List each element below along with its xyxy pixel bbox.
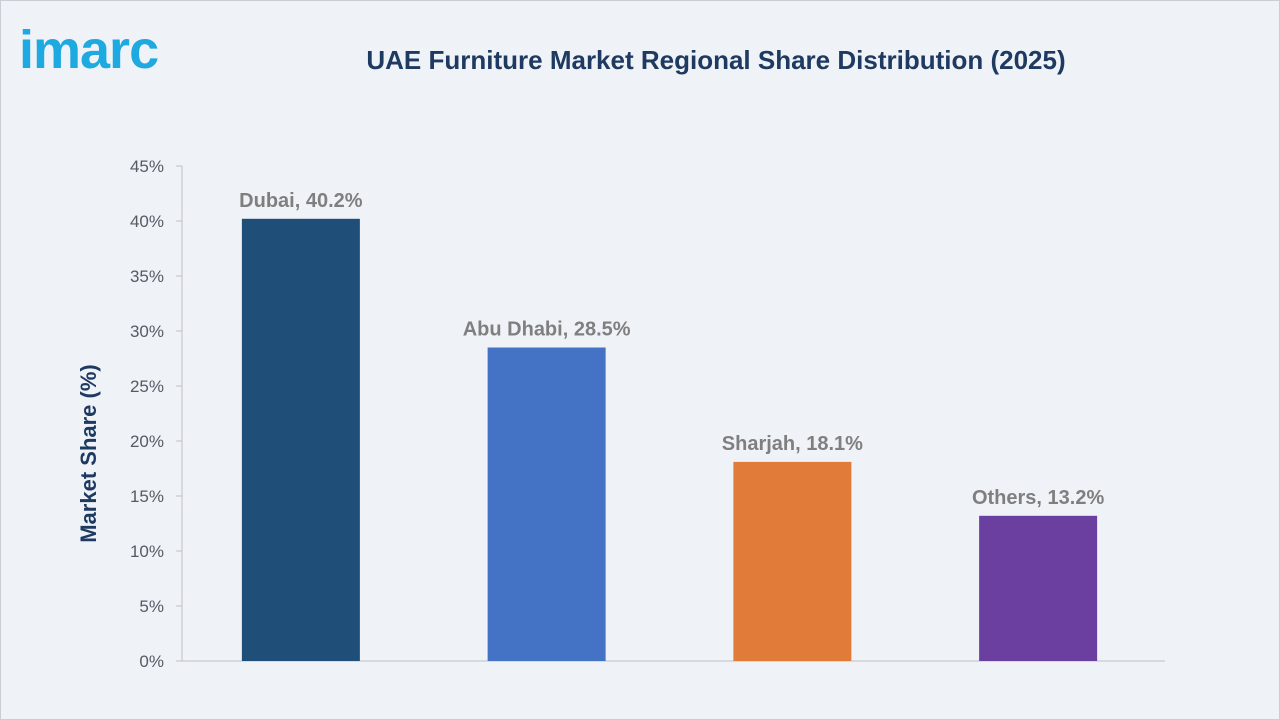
imarc-logo: imarc: [19, 19, 209, 89]
logo-text: imarc: [19, 20, 159, 80]
data-labels: Dubai, 40.2% Abu Dhabi, 28.5% Sharjah, 18.…: [239, 190, 1104, 509]
data-label: Sharjah, 18.1%: [722, 433, 863, 455]
bar-others: [979, 515, 1098, 661]
y-tick-label: 40%: [130, 212, 164, 231]
y-tick-label: 30%: [130, 322, 164, 341]
y-tick-label: 0%: [139, 652, 164, 671]
y-tick-label: 45%: [130, 157, 164, 176]
bar-abu-dhabi: [487, 347, 606, 661]
y-axis-title: Market Share (%): [76, 364, 101, 543]
y-tick-label: 10%: [130, 542, 164, 561]
y-tick-label: 15%: [130, 487, 164, 506]
y-tick-label: 25%: [130, 377, 164, 396]
data-label: Others, 13.2%: [972, 487, 1105, 509]
y-tick-label: 20%: [130, 432, 164, 451]
y-axis: 0% 5% 10% 15% 20% 25% 30% 35% 40% 45%: [130, 157, 1165, 671]
chart-title: UAE Furniture Market Regional Share Dist…: [366, 45, 1066, 75]
bar-sharjah: [733, 461, 852, 661]
y-tick-label: 5%: [139, 597, 164, 616]
data-label: Abu Dhabi, 28.5%: [463, 319, 631, 341]
data-label: Dubai, 40.2%: [239, 190, 363, 212]
bars: [241, 218, 1098, 662]
bar-dubai: [241, 218, 360, 662]
y-tick-label: 35%: [130, 267, 164, 286]
